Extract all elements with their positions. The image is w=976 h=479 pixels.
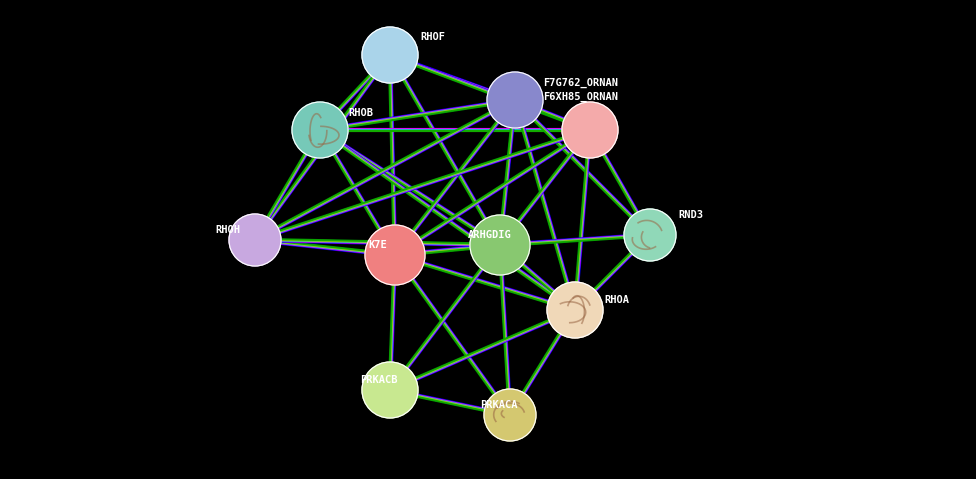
- Circle shape: [484, 389, 536, 441]
- Circle shape: [229, 214, 281, 266]
- Text: RHOA: RHOA: [604, 295, 629, 305]
- Text: ARHGDIG: ARHGDIG: [468, 230, 511, 240]
- Text: RHOB: RHOB: [348, 108, 373, 118]
- Text: F6XH85_ORNAN: F6XH85_ORNAN: [543, 92, 618, 102]
- Text: K7E: K7E: [368, 240, 386, 250]
- Circle shape: [470, 215, 530, 275]
- Circle shape: [362, 27, 418, 83]
- Text: F7G762_ORNAN: F7G762_ORNAN: [543, 78, 618, 88]
- Circle shape: [487, 72, 543, 128]
- Text: PRKACA: PRKACA: [480, 400, 517, 410]
- Circle shape: [362, 362, 418, 418]
- Circle shape: [562, 102, 618, 158]
- Text: RND3: RND3: [678, 210, 703, 220]
- Text: RHOF: RHOF: [420, 32, 445, 42]
- Circle shape: [292, 102, 348, 158]
- Text: RHOH: RHOH: [215, 225, 240, 235]
- Circle shape: [365, 225, 425, 285]
- Circle shape: [624, 209, 676, 261]
- Text: PRKACB: PRKACB: [360, 375, 397, 385]
- Circle shape: [547, 282, 603, 338]
